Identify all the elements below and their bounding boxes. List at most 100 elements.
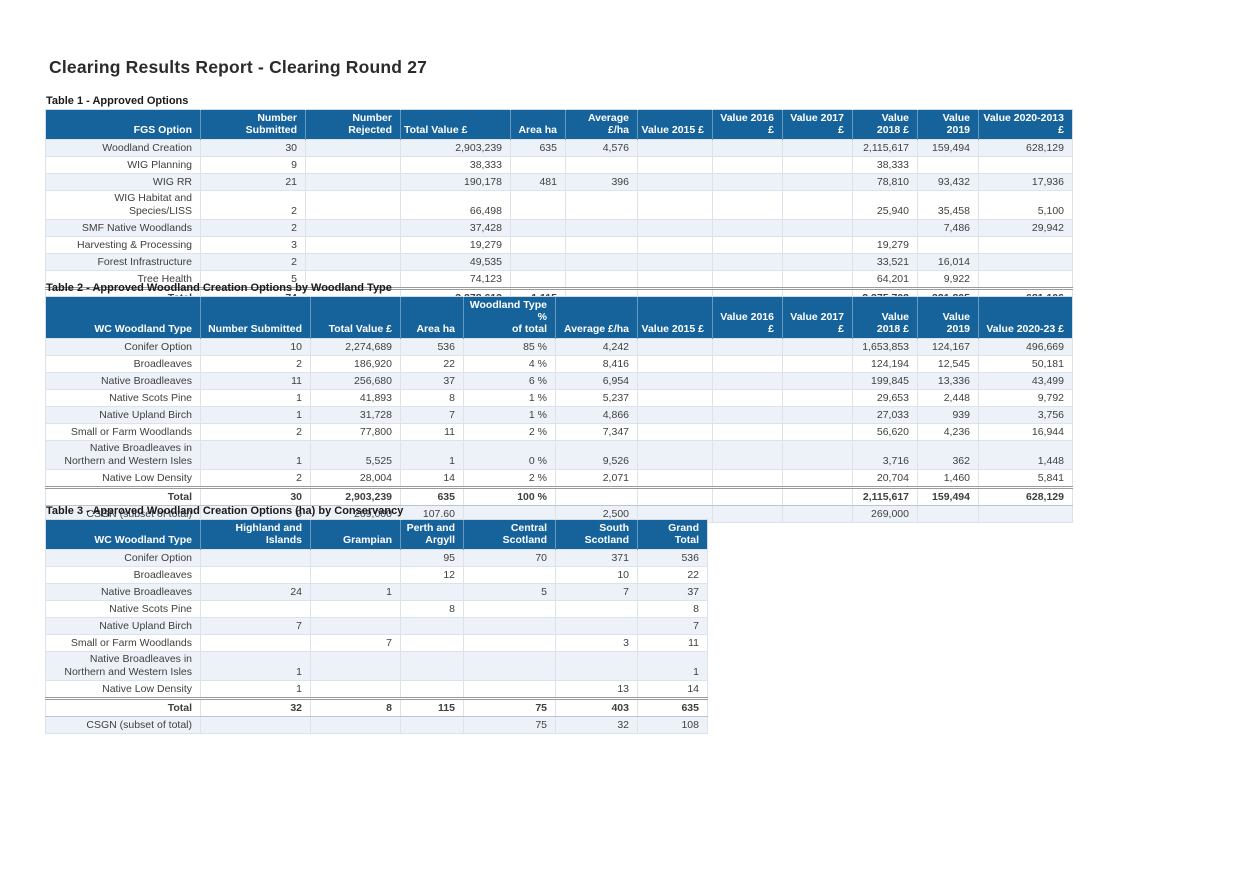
cell: 37,428 [400, 219, 511, 237]
cell: 9,526 [555, 440, 638, 470]
cell: 93,432 [917, 173, 979, 191]
cell [637, 270, 713, 289]
cell: 159,494 [917, 486, 979, 506]
cell: 7 [200, 617, 311, 635]
cell [782, 469, 853, 488]
cell: 107.60 [400, 505, 464, 523]
cell [782, 486, 853, 506]
cell: 12,545 [917, 355, 979, 373]
cell: 43,499 [978, 372, 1073, 390]
cell [637, 486, 713, 506]
cell: 27,033 [852, 406, 918, 424]
cell [712, 156, 783, 174]
cell: 9 [200, 156, 306, 174]
table-row: WIG Planning 9 38,333 38,333 [45, 156, 1073, 174]
column-header: Number Submitted [200, 296, 311, 339]
cell [712, 338, 783, 356]
table3-woodland-creation-by-conservancy: WC Woodland Type Highland and Islands Gram… [45, 519, 708, 734]
cell: 13 [555, 680, 638, 699]
cell: 5 [463, 583, 556, 601]
cell: Native Broadleaves [45, 372, 201, 390]
cell: 396 [565, 173, 638, 191]
cell: 7 [400, 406, 464, 424]
cell [305, 219, 401, 237]
cell [978, 253, 1073, 271]
cell: 41,893 [310, 389, 401, 407]
cell [565, 219, 638, 237]
column-header: Value 2016 £ [712, 296, 783, 339]
table3-label: Table 3 - Approved Woodland Creation Opt… [46, 505, 404, 517]
table-row: Native Low Density 1 13 14 [45, 680, 708, 699]
cell [917, 236, 979, 254]
cell [310, 566, 401, 584]
cell: 28,004 [310, 469, 401, 488]
cell [400, 617, 464, 635]
cell: 32 [200, 697, 311, 717]
column-header: FGS Option [45, 109, 201, 140]
cell: 13,336 [917, 372, 979, 390]
cell: 64,201 [852, 270, 918, 289]
cell [782, 156, 853, 174]
cell: 12 [400, 566, 464, 584]
cell [637, 440, 713, 470]
column-header: Area ha [400, 296, 464, 339]
total-row: Total 30 2,903,239 635 100 % 2,115,617 159,494… [45, 486, 1073, 506]
cell: 6,954 [555, 372, 638, 390]
cell: 30 [200, 486, 311, 506]
cell [782, 355, 853, 373]
cell: WIG Habitat and Species/LISS [45, 190, 201, 220]
cell [305, 190, 401, 220]
cell [712, 355, 783, 373]
table2-section: Table 2 - Approved Woodland Creation Opt… [45, 282, 1073, 523]
cell: 14 [637, 680, 708, 699]
cell [637, 190, 713, 220]
cell [400, 634, 464, 652]
cell: 16,944 [978, 423, 1073, 441]
column-header: South Scotland [555, 519, 638, 550]
subset-row: CSGN (subset of total) 75 32 108 [45, 716, 708, 734]
cell: 38,333 [400, 156, 511, 174]
cell [978, 270, 1073, 289]
table-row: WIG RR 21 190,178 481 396 78,810 93,432 17,936 [45, 173, 1073, 191]
cell: 536 [637, 549, 708, 567]
cell [637, 139, 713, 157]
cell: 1 [310, 583, 401, 601]
table-row: Native Scots Pine 8 8 [45, 600, 708, 618]
cell [712, 469, 783, 488]
column-header: Total Value £ [310, 296, 401, 339]
cell: Native Low Density [45, 680, 201, 699]
cell: 1,460 [917, 469, 979, 488]
cell [712, 486, 783, 506]
table-row: Conifer Option 10 2,274,689 536 85 % 4,242 1,6… [45, 338, 1073, 356]
cell: 77,800 [310, 423, 401, 441]
cell [712, 440, 783, 470]
cell: 2,903,239 [310, 486, 401, 506]
table-row: Native Broadleaves in Northern and Weste… [45, 651, 708, 681]
cell: SMF Native Woodlands [45, 219, 201, 237]
cell [400, 583, 464, 601]
cell [463, 617, 556, 635]
cell [305, 253, 401, 271]
cell [712, 219, 783, 237]
cell [310, 651, 401, 681]
table-row: Small or Farm Woodlands 7 3 11 [45, 634, 708, 652]
cell [978, 156, 1073, 174]
cell: 5,841 [978, 469, 1073, 488]
cell: 4,866 [555, 406, 638, 424]
cell: 5,237 [555, 389, 638, 407]
column-header: Grampian [310, 519, 401, 550]
cell [712, 505, 783, 523]
cell: WIG RR [45, 173, 201, 191]
table1-label: Table 1 - Approved Options [46, 95, 189, 107]
column-header: Woodland Type % of total [463, 296, 556, 339]
cell: 4,236 [917, 423, 979, 441]
cell [463, 651, 556, 681]
cell: Native Low Density [45, 469, 201, 488]
cell [565, 236, 638, 254]
cell [712, 253, 783, 271]
header-row: WC Woodland Type Number Submitted Total Va… [45, 296, 1073, 339]
cell: 1 [200, 440, 311, 470]
cell: 49,535 [400, 253, 511, 271]
cell: 74,123 [400, 270, 511, 289]
cell [782, 236, 853, 254]
